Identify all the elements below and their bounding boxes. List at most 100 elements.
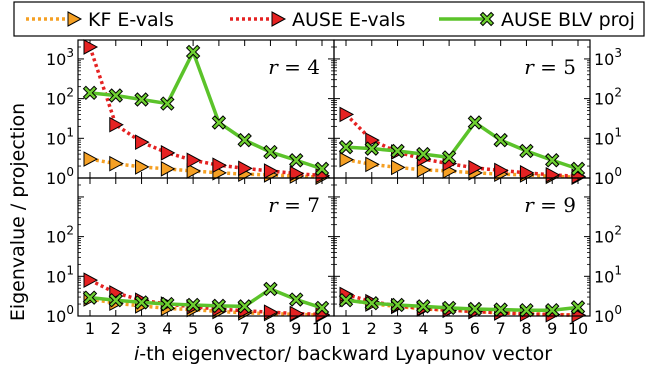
data-point bbox=[416, 162, 432, 178]
data-point bbox=[263, 144, 278, 160]
y-tick-label: 102 bbox=[594, 86, 622, 109]
x-tick-label: 6 bbox=[470, 319, 480, 338]
data-point bbox=[391, 159, 406, 176]
legend: KF E-vals AUSE E-vals AUSE BLV proj bbox=[13, 1, 645, 37]
series-line bbox=[88, 46, 323, 178]
data-point bbox=[82, 85, 98, 101]
legend-label: AUSE E-vals bbox=[292, 9, 405, 31]
y-tick-label: 102 bbox=[46, 86, 74, 109]
data-point bbox=[365, 156, 380, 173]
y-tick-label: 103 bbox=[46, 46, 74, 69]
x-tick-label: 2 bbox=[367, 319, 377, 338]
x-tick-label: 4 bbox=[418, 319, 428, 338]
data-point bbox=[160, 296, 175, 312]
data-point bbox=[83, 151, 99, 167]
x-tick-label: 9 bbox=[291, 319, 301, 338]
data-point bbox=[160, 96, 175, 111]
series-line bbox=[345, 298, 579, 312]
y-tick-label: 103 bbox=[594, 46, 622, 69]
x-tick-label: 5 bbox=[188, 319, 198, 338]
data-point bbox=[390, 143, 405, 159]
panel-label: r = 4 bbox=[268, 55, 320, 79]
legend-label: AUSE BLV proj bbox=[501, 9, 635, 31]
series-line bbox=[89, 50, 323, 171]
x-tick-label: 3 bbox=[136, 319, 146, 338]
y-tick-label: 100 bbox=[594, 165, 622, 188]
panel: 100 101 102 1 2 3 4 5 6 7 8 9 10 r = 9 bbox=[333, 177, 622, 338]
data-point bbox=[493, 302, 508, 317]
data-point bbox=[339, 151, 355, 168]
legend-marker bbox=[479, 11, 495, 27]
data-point bbox=[493, 132, 508, 148]
data-point bbox=[416, 299, 431, 314]
data-point bbox=[263, 163, 279, 179]
data-point bbox=[82, 290, 98, 305]
x-tick-label: 3 bbox=[392, 319, 402, 338]
series-line bbox=[345, 120, 579, 171]
x-axis-label: i-th eigenvector/ backward Lyapunov vect… bbox=[134, 343, 552, 365]
x-tick-label: 6 bbox=[214, 319, 224, 338]
data-point bbox=[364, 141, 379, 156]
y-tick-label: 101 bbox=[46, 263, 74, 286]
data-point bbox=[467, 115, 483, 130]
x-tick-label: 1 bbox=[85, 319, 95, 338]
x-tick-label: 2 bbox=[111, 319, 121, 338]
data-point bbox=[185, 44, 201, 60]
data-point bbox=[160, 161, 176, 177]
data-point bbox=[338, 139, 354, 155]
data-point bbox=[238, 160, 253, 177]
data-point bbox=[545, 153, 560, 168]
data-point bbox=[494, 162, 509, 179]
data-point bbox=[108, 292, 123, 308]
data-point bbox=[519, 302, 534, 318]
x-axis-label-index: i bbox=[134, 343, 140, 365]
data-point bbox=[211, 115, 227, 130]
legend-label: KF E-vals bbox=[88, 9, 174, 31]
x-tick-label: 5 bbox=[444, 319, 454, 338]
data-point bbox=[263, 281, 278, 297]
x-tick-label: 8 bbox=[265, 319, 275, 338]
data-point bbox=[134, 92, 149, 107]
y-axis-label: Eigenvalue / projection bbox=[7, 103, 29, 321]
series-line bbox=[89, 157, 323, 179]
data-point bbox=[468, 160, 483, 176]
x-axis-label-text: -th eigenvector/ backward Lyapunov vecto… bbox=[139, 343, 552, 365]
y-tick-label: 100 bbox=[594, 303, 622, 326]
data-point bbox=[441, 150, 457, 165]
data-point bbox=[570, 161, 586, 177]
data-point bbox=[467, 301, 483, 317]
series-line bbox=[344, 113, 579, 179]
panel: 100 101 102 103 r = 4 bbox=[46, 39, 335, 188]
data-point bbox=[289, 153, 304, 168]
panel: 100 101 102 1 2 3 4 5 6 7 8 9 10 r = 7 bbox=[46, 177, 335, 338]
series-line bbox=[89, 287, 323, 310]
series-line bbox=[89, 278, 323, 317]
data-point bbox=[160, 145, 176, 161]
panel-label: r = 7 bbox=[268, 193, 320, 217]
data-point bbox=[135, 159, 150, 175]
data-point bbox=[186, 163, 202, 179]
y-tick-label: 101 bbox=[594, 263, 622, 286]
data-point bbox=[237, 132, 252, 148]
data-point bbox=[314, 300, 330, 316]
panel-frame bbox=[333, 177, 591, 317]
x-tick-label: 9 bbox=[547, 319, 557, 338]
series-line bbox=[345, 292, 579, 317]
y-tick-label: 102 bbox=[594, 224, 622, 247]
data-point bbox=[83, 272, 99, 288]
data-point bbox=[364, 296, 379, 311]
x-tick-label: 7 bbox=[496, 319, 506, 338]
data-point bbox=[289, 305, 305, 322]
data-point bbox=[416, 146, 431, 162]
data-point bbox=[289, 165, 305, 182]
data-point bbox=[390, 297, 405, 313]
data-point bbox=[237, 299, 252, 314]
data-point bbox=[519, 143, 534, 159]
legend-marker bbox=[67, 11, 83, 27]
y-tick-label: 101 bbox=[594, 125, 622, 148]
data-point bbox=[570, 300, 586, 315]
data-point bbox=[339, 106, 355, 123]
legend-frame bbox=[13, 1, 645, 37]
